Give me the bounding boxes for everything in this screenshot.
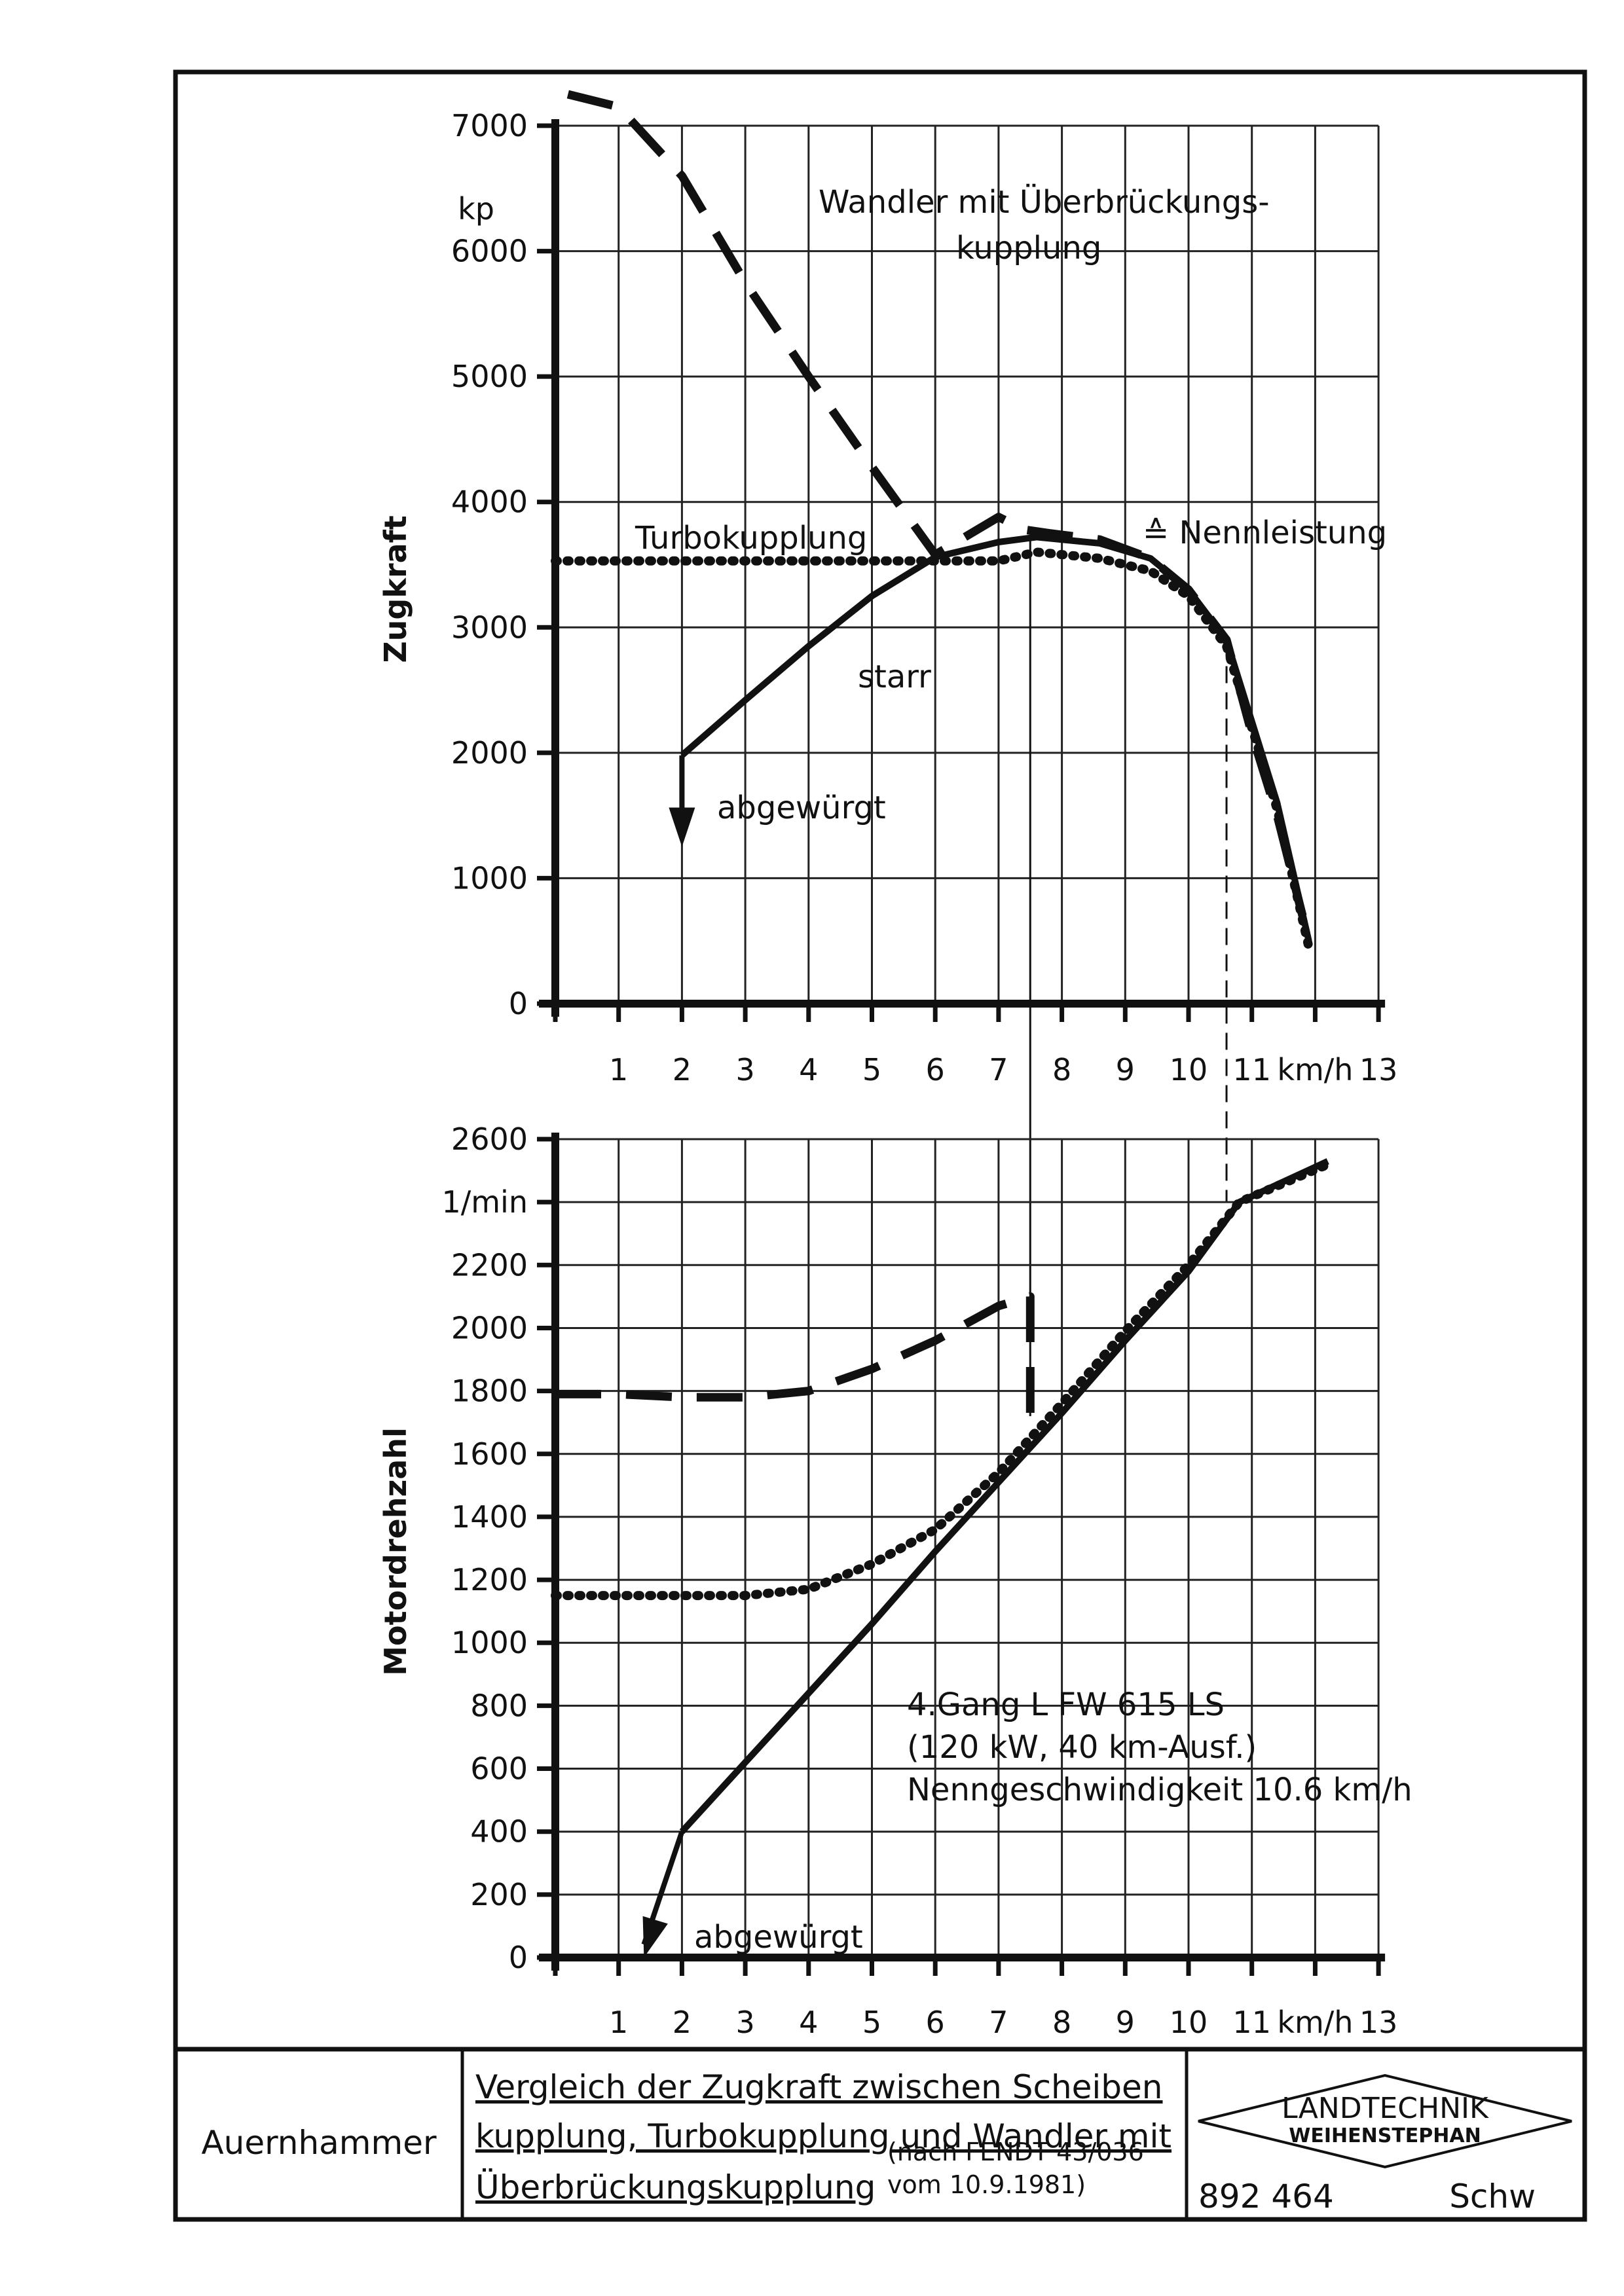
logo-landtechnik: LANDTECHNIK — [1282, 2092, 1489, 2125]
zugkraft-y-tick-label: 4000 — [451, 484, 528, 520]
drehzahl-x-tick-label: 5 — [862, 2005, 881, 2040]
zugkraft-series-dashed — [566, 90, 1307, 917]
zugkraft-y-unit-label: kp — [458, 191, 494, 227]
drehzahl-x-tick-label: 10 — [1170, 2005, 1208, 2040]
zugkraft-y-axis-label: Zugkraft — [378, 515, 413, 663]
zugkraft-x-tick-label: 13 — [1359, 1052, 1398, 1087]
zugkraft-x-tick-label: 3 — [735, 1052, 754, 1087]
drehzahl-x-tick-label: 4 — [799, 2005, 818, 2040]
drawing-number: 892 464 — [1198, 2178, 1334, 2215]
annotation-abgewuergt-top: abgewürgt — [717, 790, 886, 826]
zugkraft-series — [551, 90, 1314, 1417]
landtechnik-logo-diamond — [1198, 2073, 1572, 2169]
zugkraft-y-tick-label: 5000 — [451, 359, 528, 394]
drehzahl-x-tick-label: 8 — [1052, 2005, 1071, 2040]
zugkraft-grid — [537, 119, 1386, 1022]
zugkraft-series-dotted — [551, 547, 1314, 952]
motordrehzahl-ticks: 1 2 3 4 5 6 7 8 9 10 11 km/h 13 0 200 400 600 800 1000 1200… — [441, 1121, 1397, 2040]
annotation-starr: starr — [858, 659, 931, 695]
drehzahl-x-tick-label: 1 — [609, 2005, 628, 2040]
zugkraft-x-tick-label: 10 — [1170, 1052, 1208, 1087]
drehzahl-y-tick-label: 1800 — [451, 1374, 528, 1409]
motordrehzahl-series — [551, 1158, 1333, 1958]
drehzahl-x-tick-label: 3 — [735, 2005, 754, 2040]
drehzahl-series-solid — [679, 1158, 1329, 1834]
annotation-gang: 4.Gang L FW 615 LS — [907, 1686, 1225, 1723]
drehzahl-y-tick-label: 2000 — [451, 1310, 528, 1345]
zugkraft-y-tick-label: 7000 — [451, 108, 528, 143]
zugkraft-x-tick-label: km/h — [1277, 1052, 1353, 1087]
zugkraft-stall-arrow-head — [669, 807, 695, 847]
logo-weihenstephan: WEIHENSTEPHAN — [1289, 2124, 1481, 2147]
source-line-1: (nach FENDT 43/036 — [887, 2138, 1144, 2166]
title-line-2: kupplung, Turbokupplung und Wandler mit — [475, 2117, 1172, 2155]
drehzahl-y-tick-label: 2200 — [451, 1247, 528, 1283]
motordrehzahl-grid — [537, 1133, 1386, 1976]
drehzahl-x-tick-label: 11 — [1232, 2005, 1271, 2040]
annotation-wandler-line2: kupplung — [956, 230, 1101, 266]
drehzahl-series-dotted — [551, 1159, 1333, 1601]
zugkraft-y-tick-label: 2000 — [451, 735, 528, 771]
drehzahl-x-tick-label: 2 — [673, 2005, 692, 2040]
drehzahl-x-tick-label: 9 — [1116, 2005, 1135, 2040]
drawer-initials: Schw — [1449, 2178, 1536, 2215]
motordrehzahl-y-axis-label: Motordrehzahl — [378, 1427, 413, 1676]
zugkraft-x-tick-label: 5 — [862, 1052, 881, 1087]
drehzahl-x-tick-label: 13 — [1359, 2005, 1398, 2040]
zugkraft-x-tick-label: 8 — [1052, 1052, 1071, 1087]
zugkraft-x-tick-label: 6 — [926, 1052, 945, 1087]
zugkraft-y-tick-label: 6000 — [451, 234, 528, 269]
annotation-abgewuergt-bottom: abgewürgt — [694, 1919, 863, 1956]
zugkraft-x-tick-label: 4 — [799, 1052, 818, 1087]
drehzahl-y-tick-label: 0 — [509, 1940, 528, 1975]
drehzahl-y-tick-label: 1/min — [441, 1184, 528, 1220]
zugkraft-ticks: 1 2 3 4 5 6 7 8 9 10 11 km/h 13 0 1000 2000 3000 4000 5000… — [451, 108, 1397, 1087]
annotation-nennleistung: ≙ Nennleistung — [1143, 515, 1387, 551]
annotation-nenngeschwindigkeit: Nenngeschwindigkeit 10.6 km/h — [907, 1772, 1412, 1808]
drehzahl-stall-arrow-head — [642, 1916, 668, 1958]
drehzahl-y-tick-label: 1200 — [451, 1562, 528, 1597]
title-line-1: Vergleich der Zugkraft zwischen Scheiben — [475, 2068, 1163, 2106]
zugkraft-y-tick-label: 0 — [509, 986, 528, 1021]
drehzahl-y-tick-label: 1600 — [451, 1436, 528, 1472]
drawing-frame — [173, 69, 1587, 2222]
drehzahl-y-tick-label: 800 — [470, 1688, 528, 1723]
zugkraft-x-tick-label: 2 — [673, 1052, 692, 1087]
annotation-turbokupplung: Turbokupplung — [635, 520, 867, 556]
drehzahl-x-tick-label: 6 — [926, 2005, 945, 2040]
drehzahl-y-tick-label: 400 — [470, 1814, 528, 1850]
annotation-leistung: (120 kW, 40 km-Ausf.) — [907, 1729, 1257, 1766]
drehzahl-y-tick-label: 2600 — [451, 1121, 528, 1157]
drehzahl-x-tick-label: km/h — [1277, 2005, 1353, 2040]
annotation-wandler-line1: Wandler mit Überbrückungs- — [819, 184, 1270, 221]
zugkraft-series-solid — [680, 534, 1312, 942]
drehzahl-y-tick-label: 1400 — [451, 1499, 528, 1535]
author-name: Auernhammer — [201, 2124, 437, 2162]
drehzahl-y-tick-label: 200 — [470, 1877, 528, 1912]
drehzahl-series-dashed — [555, 1292, 1035, 1417]
zugkraft-y-tick-label: 3000 — [451, 610, 528, 645]
title-line-3: Überbrückungskupplung — [475, 2168, 876, 2206]
zugkraft-x-tick-label: 1 — [609, 1052, 628, 1087]
drehzahl-y-tick-label: 600 — [470, 1751, 528, 1787]
zugkraft-x-tick-label: 7 — [989, 1052, 1008, 1087]
zugkraft-y-tick-label: 1000 — [451, 860, 528, 896]
drehzahl-x-tick-label: 7 — [989, 2005, 1008, 2040]
zugkraft-x-tick-label: 9 — [1116, 1052, 1135, 1087]
zugkraft-x-tick-label: 11 — [1232, 1052, 1271, 1087]
source-line-2: vom 10.9.1981) — [887, 2170, 1086, 2199]
drehzahl-y-tick-label: 1000 — [451, 1625, 528, 1660]
